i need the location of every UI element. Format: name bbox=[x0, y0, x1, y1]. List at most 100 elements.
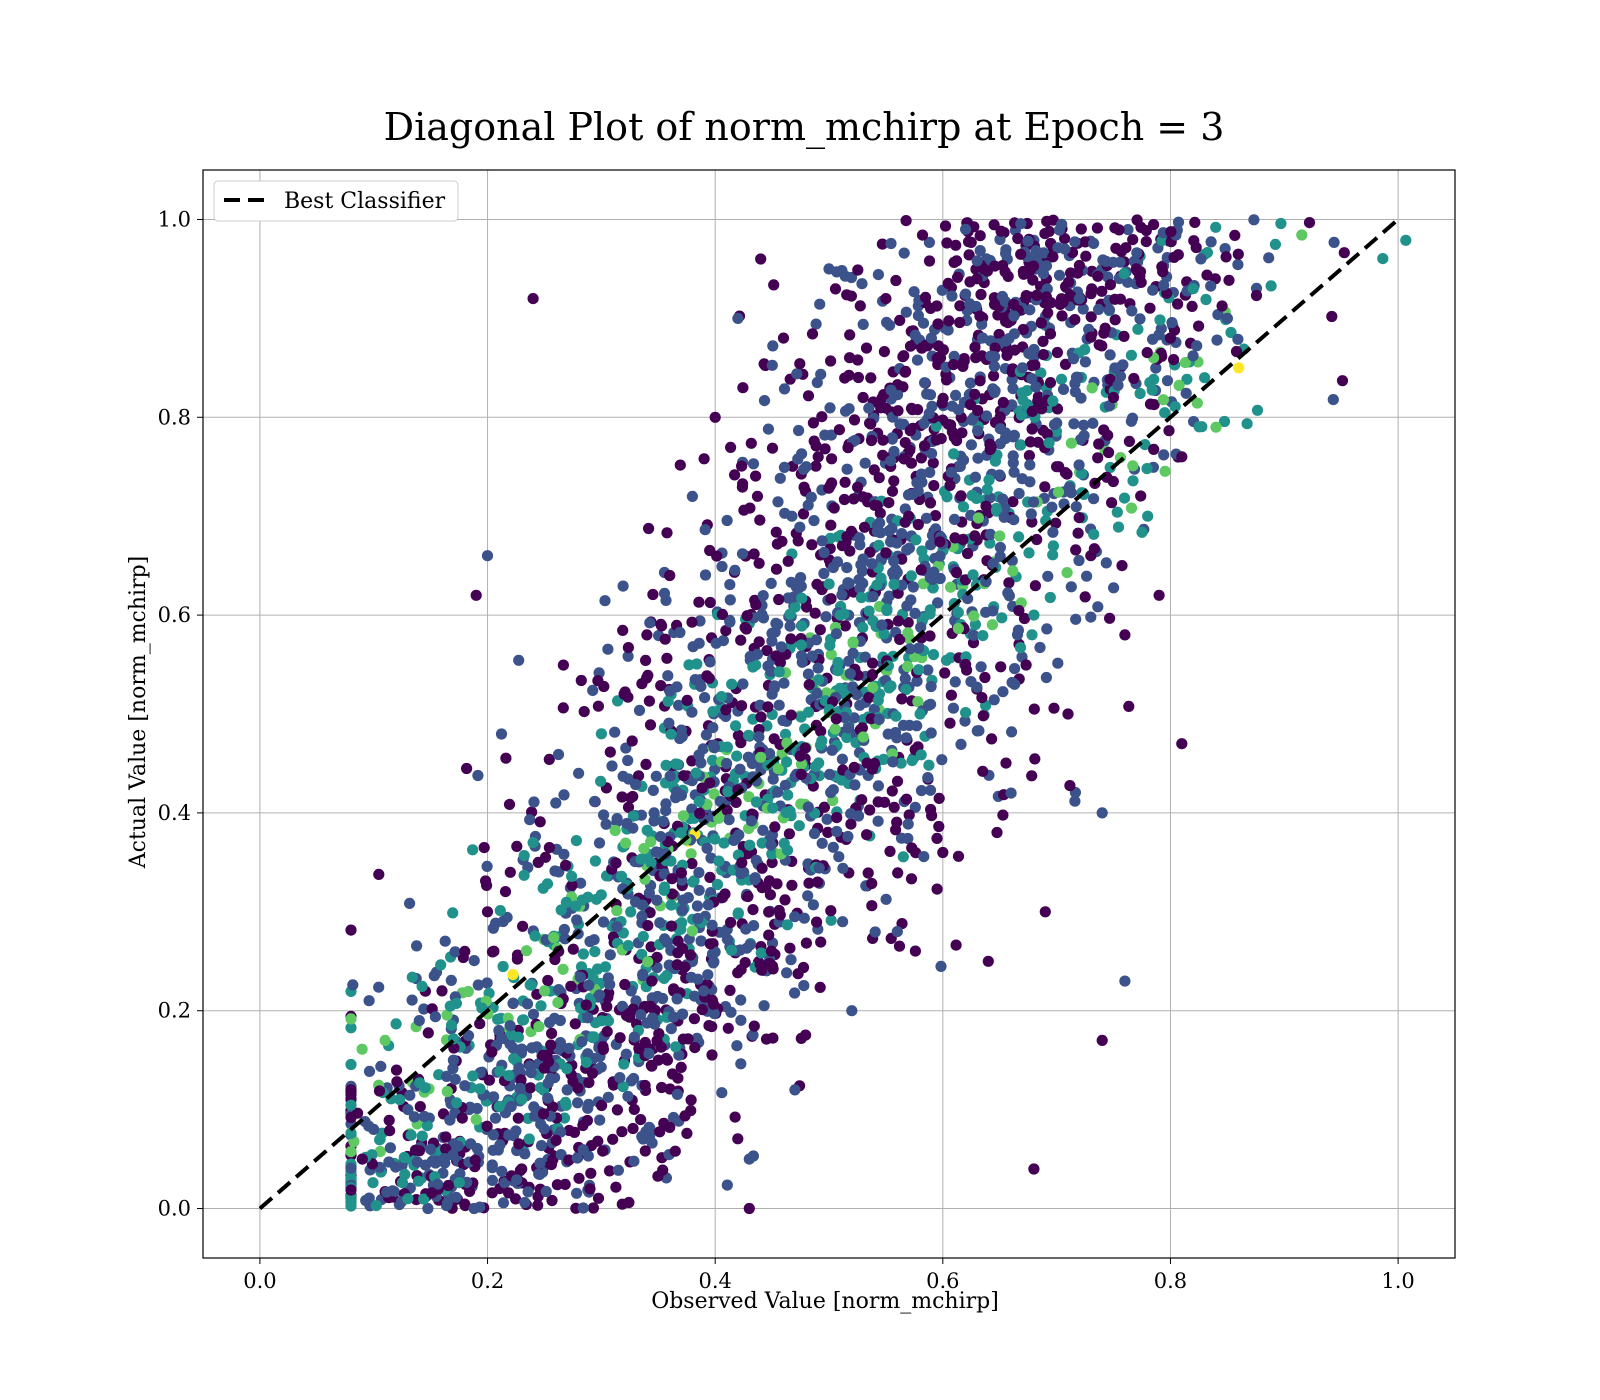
scatter-point bbox=[606, 760, 618, 772]
scatter-point bbox=[1186, 300, 1198, 312]
scatter-point bbox=[659, 633, 671, 645]
scatter-point bbox=[645, 836, 657, 848]
scatter-point bbox=[881, 603, 893, 615]
scatter-point bbox=[831, 825, 843, 838]
scatter-point bbox=[1115, 246, 1127, 258]
scatter-point bbox=[1048, 419, 1061, 431]
scatter-point bbox=[950, 566, 963, 579]
scatter-point bbox=[1043, 225, 1055, 237]
scatter-point bbox=[748, 548, 760, 560]
scatter-point bbox=[610, 1181, 622, 1193]
scatter-point bbox=[413, 1145, 425, 1157]
scatter-point bbox=[1122, 224, 1134, 236]
scatter-point bbox=[685, 1094, 697, 1106]
scatter-point bbox=[975, 661, 987, 673]
scatter-point bbox=[557, 963, 569, 975]
scatter-point bbox=[486, 1046, 498, 1058]
scatter-point bbox=[952, 622, 965, 635]
scatter-point bbox=[702, 969, 714, 981]
scatter-point bbox=[721, 757, 733, 770]
scatter-point bbox=[761, 645, 773, 657]
scatter-point bbox=[732, 1133, 744, 1145]
scatter-point bbox=[803, 679, 815, 691]
scatter-point bbox=[704, 656, 716, 668]
scatter-point bbox=[910, 534, 922, 546]
scatter-point bbox=[1265, 280, 1277, 292]
scatter-point bbox=[558, 789, 570, 801]
scatter-point bbox=[903, 809, 915, 821]
scatter-point bbox=[538, 1123, 550, 1135]
scatter-point bbox=[757, 590, 769, 602]
scatter-point bbox=[750, 796, 763, 808]
scatter-point bbox=[461, 762, 473, 775]
scatter-point bbox=[620, 837, 632, 849]
scatter-point bbox=[976, 692, 988, 704]
scatter-point bbox=[1061, 567, 1073, 579]
scatter-point bbox=[468, 955, 480, 967]
scatter-point bbox=[496, 1165, 508, 1177]
scatter-point bbox=[1158, 449, 1170, 461]
scatter-point bbox=[450, 1191, 462, 1203]
scatter-point bbox=[577, 1119, 589, 1132]
legend: Best Classifier bbox=[213, 180, 459, 222]
scatter-point bbox=[689, 674, 701, 686]
scatter-point bbox=[1085, 550, 1097, 562]
scatter-point bbox=[646, 1137, 658, 1149]
scatter-point bbox=[1251, 404, 1264, 416]
scatter-point bbox=[1026, 360, 1038, 372]
scatter-point bbox=[977, 765, 989, 777]
scatter-point bbox=[481, 860, 493, 873]
scatter-point bbox=[1077, 303, 1089, 315]
scatter-point bbox=[825, 786, 837, 799]
scatter-point bbox=[1085, 331, 1097, 343]
scatter-point bbox=[1114, 370, 1127, 382]
scatter-point bbox=[1072, 527, 1084, 539]
scatter-point bbox=[1092, 270, 1104, 282]
scatter-point bbox=[798, 912, 810, 924]
scatter-point bbox=[472, 979, 484, 991]
scatter-point bbox=[1200, 293, 1212, 306]
scatter-point bbox=[497, 1197, 510, 1209]
scatter-point bbox=[1020, 290, 1032, 302]
scatter-point bbox=[781, 756, 793, 768]
scatter-point bbox=[1122, 276, 1134, 288]
scatter-point bbox=[884, 845, 896, 858]
scatter-point bbox=[1064, 780, 1076, 792]
scatter-point bbox=[778, 677, 790, 689]
scatter-point bbox=[1042, 307, 1054, 319]
scatter-point bbox=[1016, 387, 1028, 399]
scatter-point bbox=[622, 801, 635, 813]
scatter-point bbox=[641, 629, 653, 641]
scatter-point bbox=[854, 539, 866, 551]
scatter-point bbox=[952, 404, 965, 416]
scatter-point bbox=[1055, 373, 1068, 385]
scatter-point bbox=[924, 497, 937, 509]
scatter-point bbox=[888, 555, 900, 567]
scatter-point bbox=[822, 826, 834, 839]
scatter-point bbox=[1166, 317, 1178, 329]
scatter-point bbox=[1062, 708, 1074, 720]
scatter-point bbox=[828, 502, 840, 514]
scatter-point bbox=[533, 1021, 545, 1033]
scatter-point bbox=[1030, 245, 1042, 257]
scatter-point bbox=[900, 732, 912, 744]
scatter-point bbox=[383, 1114, 395, 1126]
scatter-point bbox=[1108, 582, 1120, 594]
scatter-point bbox=[497, 915, 509, 928]
scatter-point bbox=[839, 620, 852, 632]
scatter-point bbox=[994, 541, 1007, 554]
scatter-point bbox=[516, 1163, 528, 1175]
scatter-point bbox=[707, 722, 719, 734]
scatter-point bbox=[527, 293, 539, 305]
scatter-point bbox=[1096, 1034, 1108, 1046]
scatter-point bbox=[1104, 349, 1116, 361]
scatter-point bbox=[1190, 241, 1202, 254]
scatter-point bbox=[656, 1081, 668, 1094]
scatter-point bbox=[636, 910, 648, 923]
scatter-point bbox=[772, 786, 784, 798]
scatter-point bbox=[742, 890, 754, 903]
scatter-point bbox=[693, 596, 705, 608]
scatter-point bbox=[1078, 419, 1090, 431]
scatter-point bbox=[1326, 310, 1338, 323]
